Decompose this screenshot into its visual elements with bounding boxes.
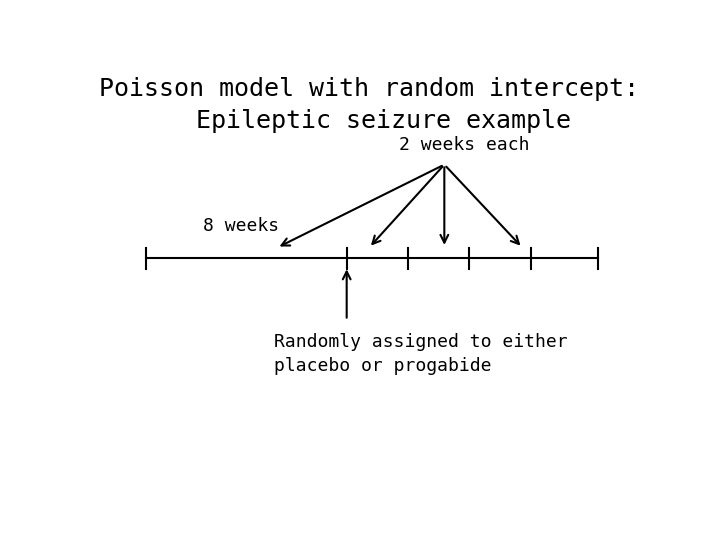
Text: 8 weeks: 8 weeks <box>202 217 279 235</box>
Text: Randomly assigned to either
placebo or progabide: Randomly assigned to either placebo or p… <box>274 333 568 375</box>
Text: Poisson model with random intercept:
  Epileptic seizure example: Poisson model with random intercept: Epi… <box>99 77 639 133</box>
Text: 2 weeks each: 2 weeks each <box>399 136 529 154</box>
